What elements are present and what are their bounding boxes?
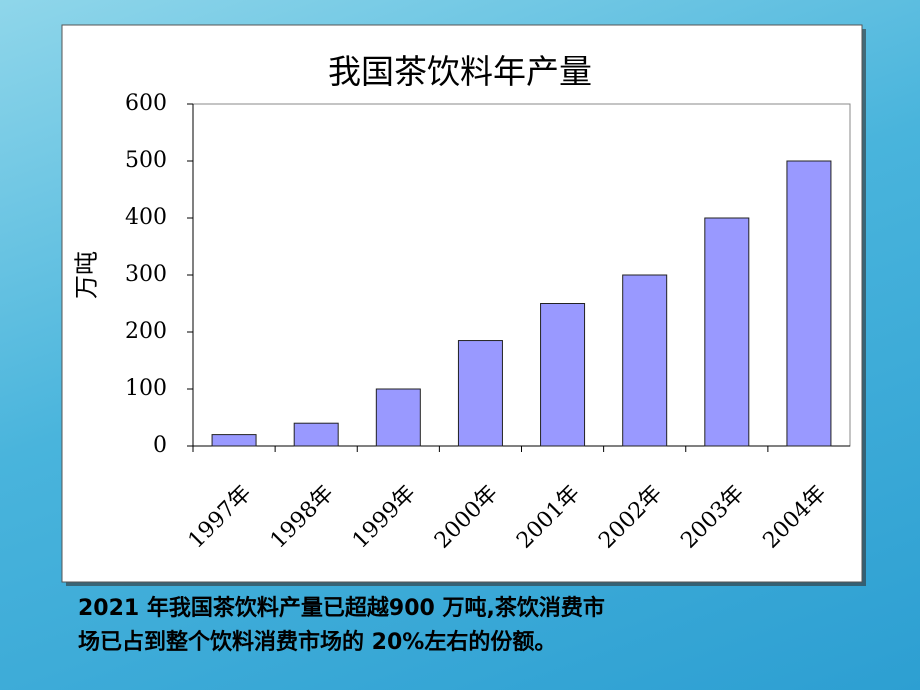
- y-tick-label: 300: [125, 262, 167, 287]
- bar: [375, 388, 421, 447]
- y-tick-label: 100: [125, 376, 167, 401]
- bar: [540, 303, 586, 447]
- y-tick-label: 400: [125, 205, 167, 230]
- chart-title: 我国茶饮料年产量: [328, 52, 592, 91]
- y-tick-label: 0: [153, 433, 167, 458]
- caption-line: 2021 年我国茶饮料产量已超越900 万吨,茶饮消费市: [78, 595, 605, 621]
- y-tick-label: 600: [125, 91, 167, 116]
- y-axis-label: 万吨: [73, 251, 101, 299]
- y-tick-label: 500: [125, 148, 167, 173]
- bar: [457, 340, 503, 447]
- bar: [622, 274, 668, 447]
- y-tick-label: 200: [125, 319, 167, 344]
- bar: [704, 217, 750, 447]
- bar: [786, 160, 832, 447]
- caption-line: 场已占到整个饮料消费市场的 20%左右的份额。: [78, 629, 556, 655]
- bar: [293, 422, 339, 447]
- bar: [211, 434, 257, 447]
